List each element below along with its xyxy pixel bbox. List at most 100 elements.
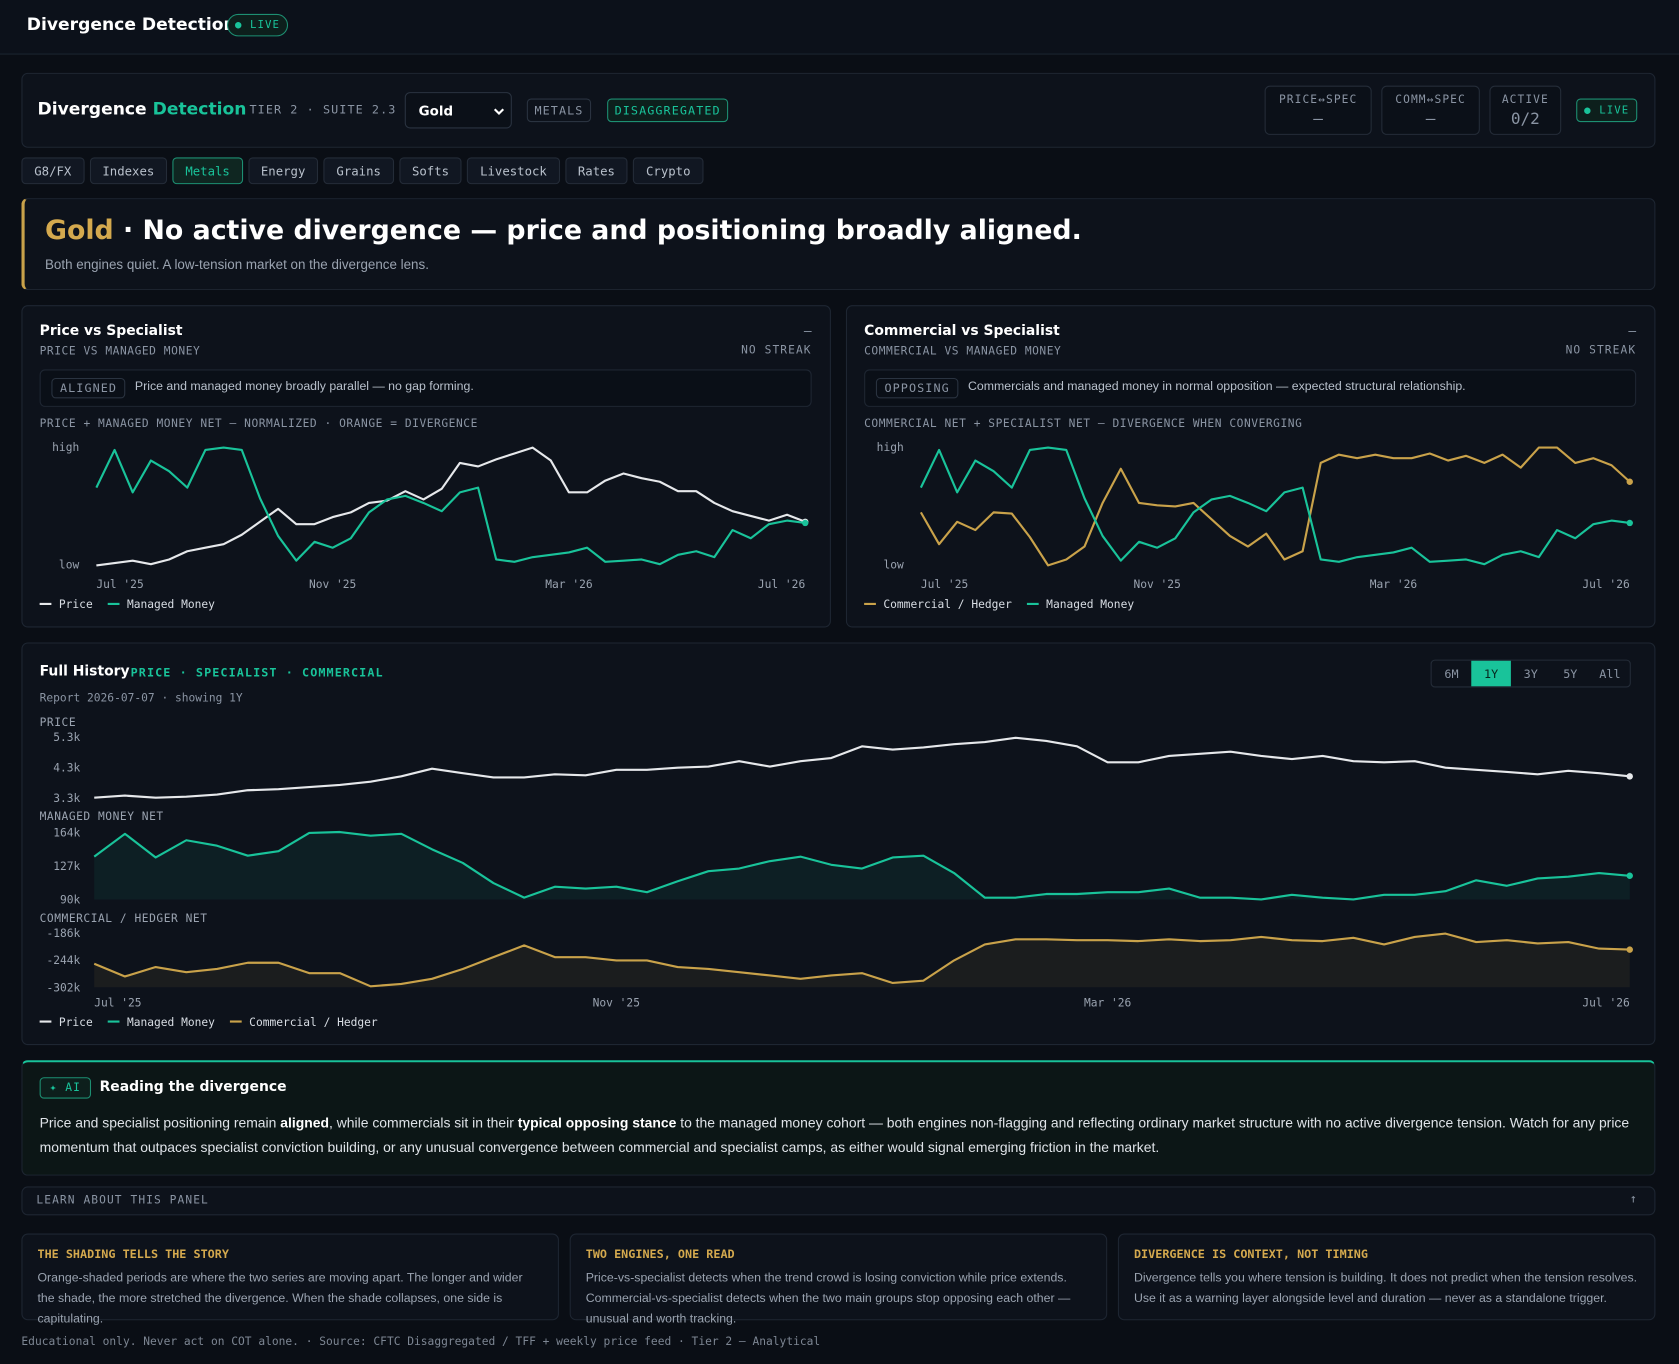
y-tick-label: high: [52, 441, 79, 454]
history-title: Full History: [39, 663, 130, 680]
card-body: Price-vs-specialist detects when the tre…: [585, 1272, 1071, 1326]
tab[interactable]: Livestock: [467, 157, 560, 185]
stat-box: PRICE↔SPEC —: [1264, 85, 1372, 135]
y-tick-label: 5.3k: [53, 731, 80, 744]
x-tick-label: Jul '25: [96, 578, 143, 591]
legend-label: Commercial / Hedger: [249, 1016, 378, 1029]
tab[interactable]: Grains: [323, 157, 394, 185]
asset-value: Gold: [418, 102, 454, 119]
verdict-panel: [21, 198, 1656, 291]
ai-body: Price and specialist positioning remain …: [40, 1110, 1635, 1159]
ai-badge: ✦ AI: [39, 1077, 92, 1099]
y-tick-label: high: [877, 441, 904, 454]
chart-caption: COMMERCIAL NET + SPECIALIST NET — DIVERG…: [864, 417, 1303, 431]
ai-text: typical opposing stance: [517, 1114, 677, 1131]
card-title: TWO ENGINES, ONE READ: [585, 1247, 735, 1262]
tab[interactable]: Indexes: [89, 157, 168, 185]
engine-panel: [21, 305, 831, 628]
asset-select[interactable]: Gold: [404, 92, 512, 129]
chevron: [493, 108, 505, 116]
legend-label: Managed Money: [127, 598, 215, 611]
panel-label: MANAGED MONEY NET: [40, 810, 164, 823]
range-button[interactable]: All: [1599, 666, 1621, 681]
history-tags: PRICE · SPECIALIST · COMMERCIAL: [130, 666, 384, 680]
learn-card: TWO ENGINES, ONE READ Price-vs-specialist…: [569, 1233, 1108, 1326]
x-tick-label: Mar '26: [1084, 997, 1132, 1010]
range-button[interactable]: 6M: [1444, 666, 1459, 681]
y-tick-label: -302k: [46, 982, 80, 995]
legend-label: Price: [59, 1016, 93, 1029]
end-dot: [1626, 478, 1633, 485]
stat-label: COMM↔SPEC: [1395, 93, 1466, 107]
ai-title: Reading the divergence: [99, 1079, 287, 1096]
x-tick-label: Mar '26: [1370, 578, 1418, 591]
y-tick-label: low: [883, 559, 904, 572]
engine-status: —: [803, 323, 812, 339]
end-dot: [1626, 872, 1633, 879]
ai-panel: [21, 1060, 1656, 1176]
legend-label: Managed Money: [1046, 598, 1134, 611]
app-title: Divergence Detection: [26, 13, 236, 35]
tab[interactable]: Metals: [172, 157, 243, 185]
card-body: Divergence tells you where tension is bu…: [1133, 1272, 1638, 1306]
ai-text: Price and specialist positioning remain: [39, 1114, 281, 1131]
card-body: Orange-shaded periods are where the two …: [37, 1272, 523, 1326]
footer: Educational only. Never act on COT alone…: [21, 1335, 821, 1349]
legend-label: Commercial / Hedger: [883, 598, 1012, 611]
x-tick-label: Nov '25: [593, 997, 640, 1010]
verdict-headline: Gold · No active divergence — price and …: [45, 214, 1082, 245]
engine-subtitle: COMMERCIAL VS MANAGED MONEY: [864, 344, 1062, 358]
legend-label: Price: [59, 598, 93, 611]
verdict-asset: Gold: [44, 214, 114, 246]
engine-title: Commercial vs Specialist: [864, 323, 1060, 340]
live-badge: ● LIVE: [227, 13, 289, 37]
end-dot: [1626, 773, 1633, 780]
line: [96, 446, 806, 567]
tab[interactable]: Crypto: [633, 157, 704, 185]
end-dot: [802, 519, 809, 527]
report-badge: DISAGGREGATED: [607, 98, 729, 123]
area: [94, 832, 1630, 900]
header-title: Divergence Detection: [37, 99, 246, 119]
y-tick-label: -186k: [46, 927, 80, 940]
stat-value: —: [1425, 109, 1436, 129]
live-text: LIVE: [1599, 104, 1630, 117]
range-button[interactable]: 1Y: [1471, 660, 1511, 687]
tabs: G8/FX Indexes Metals Energy Grains Softs Lives…: [21, 157, 704, 185]
sector-badge: METALS: [526, 98, 592, 123]
range-button[interactable]: 5Y: [1563, 666, 1578, 681]
line: [93, 830, 1630, 901]
tab[interactable]: G8/FX: [21, 157, 85, 185]
engine-chart: low high Jul '25 Nov '25 Mar '26 Jul '26 Price…: [39, 441, 809, 611]
engine-status: —: [1628, 323, 1637, 339]
history-chart: PRICE 3.3k 4.3k 5.3k MANAGED MONEY NET 90k 127…: [40, 716, 1633, 1029]
x-tick-label: Jul '26: [758, 578, 806, 591]
learn-bar[interactable]: [21, 1186, 1656, 1216]
title-a: Divergence: [37, 98, 147, 119]
learn-card: THE SHADING TELLS THE STORY Orange-shaded…: [21, 1233, 559, 1326]
note-text: Price and managed money broadly parallel…: [134, 380, 474, 393]
x-tick-label: Jul '25: [921, 578, 968, 591]
note-box: ALIGNED Price and managed money broadly p…: [39, 369, 812, 407]
learn-toggle[interactable]: ↑: [1629, 1191, 1637, 1206]
tab[interactable]: Energy: [248, 157, 319, 185]
card-title: DIVERGENCE IS CONTEXT, NOT TIMING: [1133, 1247, 1368, 1262]
tab[interactable]: Rates: [565, 157, 628, 185]
x-tick-label: Jul '25: [94, 997, 141, 1010]
range-button[interactable]: 3Y: [1523, 666, 1538, 681]
ai-text: , while commercials sit in their: [329, 1114, 518, 1131]
tab[interactable]: Softs: [399, 157, 462, 185]
learn-title: LEARN ABOUT THIS PANEL: [36, 1193, 209, 1207]
engine-subtitle: PRICE VS MANAGED MONEY: [39, 344, 201, 358]
verdict-sub: Both engines quiet. A low-tension market…: [44, 256, 429, 272]
live-badge: ● LIVE: [1576, 98, 1638, 123]
y-tick-label: -244k: [46, 954, 80, 967]
engine-chart: low high Jul '25 Nov '25 Mar '26 Jul '26 Comme…: [864, 441, 1633, 611]
chart-caption: PRICE + MANAGED MONEY NET — NORMALIZED ·…: [39, 417, 478, 431]
engine-streak: NO STREAK: [741, 343, 812, 357]
end-dot: [1626, 946, 1633, 953]
sector-text: METALS: [534, 103, 584, 118]
x-tick-label: Nov '25: [309, 578, 356, 591]
engine-streak: NO STREAK: [1565, 343, 1637, 357]
